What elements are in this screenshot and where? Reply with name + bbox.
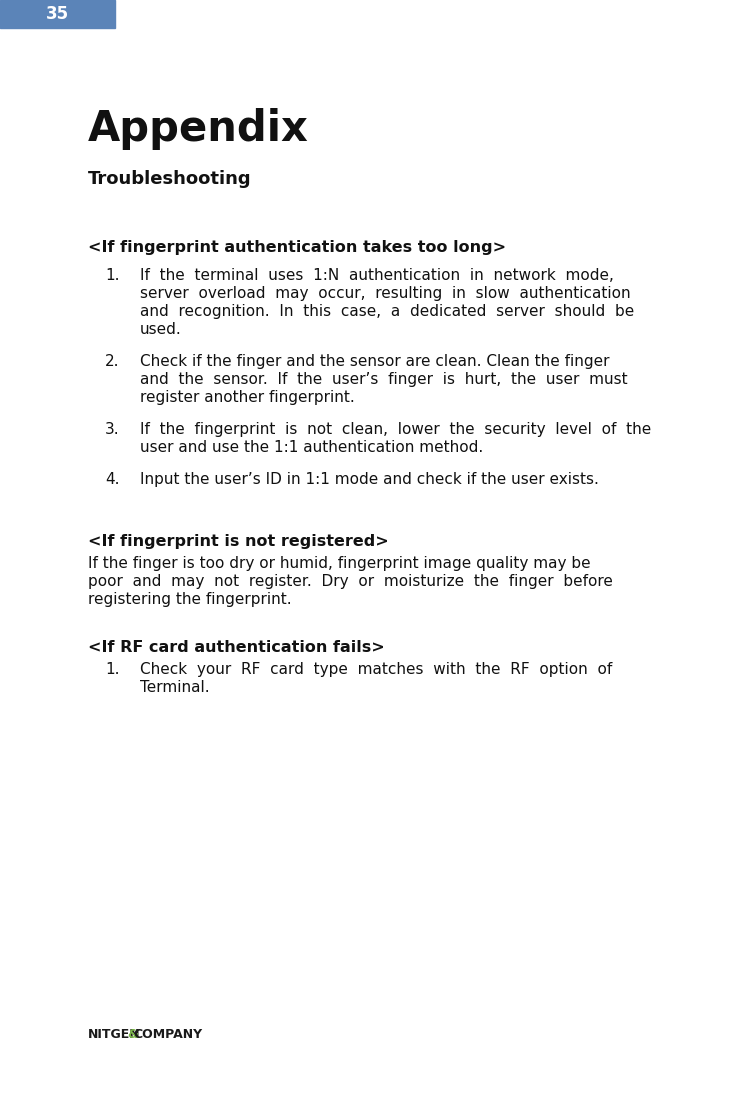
- Text: <If RF card authentication fails>: <If RF card authentication fails>: [88, 640, 385, 656]
- Text: used.: used.: [140, 322, 181, 337]
- Text: register another fingerprint.: register another fingerprint.: [140, 390, 355, 405]
- Text: Check  your  RF  card  type  matches  with  the  RF  option  of: Check your RF card type matches with the…: [140, 662, 612, 677]
- Text: 4.: 4.: [105, 472, 119, 488]
- Text: 3.: 3.: [105, 422, 119, 437]
- Text: server  overload  may  occur,  resulting  in  slow  authentication: server overload may occur, resulting in …: [140, 285, 631, 301]
- Text: Troubleshooting: Troubleshooting: [88, 170, 252, 188]
- Text: 2.: 2.: [105, 354, 119, 369]
- Text: COMPANY: COMPANY: [133, 1028, 203, 1041]
- Text: If  the  terminal  uses  1:N  authentication  in  network  mode,: If the terminal uses 1:N authentication …: [140, 268, 614, 283]
- Text: and  the  sensor.  If  the  user’s  finger  is  hurt,  the  user  must: and the sensor. If the user’s finger is …: [140, 372, 627, 386]
- Text: 1.: 1.: [105, 662, 119, 677]
- Text: Terminal.: Terminal.: [140, 680, 209, 695]
- Text: and  recognition.  In  this  case,  a  dedicated  server  should  be: and recognition. In this case, a dedicat…: [140, 304, 634, 320]
- Text: 35: 35: [46, 5, 69, 23]
- Text: NITGEN: NITGEN: [88, 1028, 141, 1041]
- Text: &: &: [127, 1028, 138, 1041]
- Text: registering the fingerprint.: registering the fingerprint.: [88, 592, 292, 607]
- Bar: [0, 0, 115, 29]
- Text: Appendix: Appendix: [88, 108, 309, 150]
- Text: 1.: 1.: [105, 268, 119, 283]
- Text: If the finger is too dry or humid, fingerprint image quality may be: If the finger is too dry or humid, finge…: [88, 556, 590, 571]
- Text: Input the user’s ID in 1:1 mode and check if the user exists.: Input the user’s ID in 1:1 mode and chec…: [140, 472, 599, 488]
- Text: Check if the finger and the sensor are clean. Clean the finger: Check if the finger and the sensor are c…: [140, 354, 609, 369]
- Text: <If fingerprint authentication takes too long>: <If fingerprint authentication takes too…: [88, 240, 506, 255]
- Text: <If fingerprint is not registered>: <If fingerprint is not registered>: [88, 534, 389, 549]
- Text: user and use the 1:1 authentication method.: user and use the 1:1 authentication meth…: [140, 440, 483, 455]
- Text: If  the  fingerprint  is  not  clean,  lower  the  security  level  of  the: If the fingerprint is not clean, lower t…: [140, 422, 651, 437]
- Text: poor  and  may  not  register.  Dry  or  moisturize  the  finger  before: poor and may not register. Dry or moistu…: [88, 574, 613, 589]
